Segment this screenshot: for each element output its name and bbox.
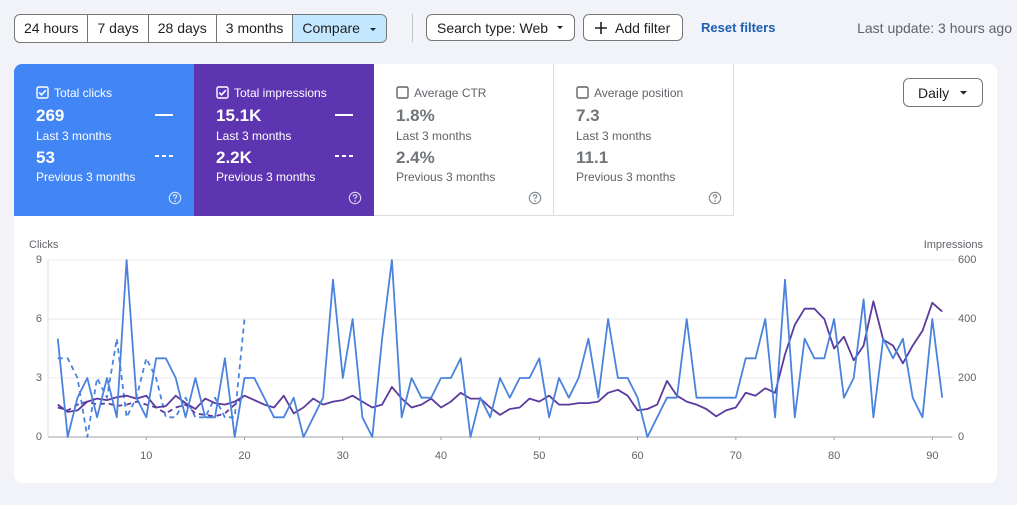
help-circle [168, 191, 182, 205]
granularity-dropdown[interactable]: Daily [903, 78, 983, 107]
checkbox-box [576, 86, 589, 99]
help-glyph [352, 194, 358, 200]
metric-label: Total impressions [234, 86, 327, 100]
date-range-group: 24 hours 7 days 28 days 3 months Compare [14, 14, 387, 43]
reset-filters-link[interactable]: Reset filters [701, 20, 776, 35]
checkbox-check [218, 89, 227, 97]
search-type-button[interactable]: Search type: Web [426, 14, 575, 41]
series-line [57, 318, 246, 438]
y2-tick-label: 600 [958, 254, 976, 266]
checkbox [36, 86, 49, 99]
y2-tick-label: 400 [958, 313, 976, 325]
help-dot [354, 200, 356, 202]
help-dot [534, 200, 536, 202]
y-axis-title: Clicks [29, 239, 59, 251]
metric-tile[interactable]: Total impressions 15.1K Last 3 months 2.2K P… [194, 64, 374, 216]
last-update: Last update: 3 hours ago [857, 20, 1012, 36]
checkbox [216, 86, 229, 99]
metric-previous: 11.1 [576, 148, 609, 167]
checkbox [576, 86, 589, 99]
metric-tile[interactable]: Total clicks 269 Last 3 months 53 Previous 3… [14, 64, 194, 216]
checkbox [396, 86, 409, 99]
metric-tile[interactable]: Average position 7.3 Last 3 months 11.1 Prev… [554, 64, 734, 216]
line-style-legend [155, 114, 173, 157]
x-tick-label: 20 [238, 450, 250, 462]
date-range-button[interactable]: 7 days [88, 15, 149, 42]
add-filter-button[interactable]: Add filter [583, 14, 683, 41]
metric-previous-period: Previous 3 months [216, 170, 316, 184]
dropdown-arrow [960, 90, 967, 94]
date-range-button[interactable]: 28 days [149, 15, 217, 42]
help-circle [348, 191, 362, 205]
compare-label: Compare [302, 20, 360, 36]
date-range-button[interactable]: 3 months [217, 15, 294, 42]
performance-card: Clicks Impressions 0 3 6 9 0 200 400 600 10 20 30 40 5… [14, 64, 997, 483]
compare-button[interactable]: Compare [293, 15, 386, 42]
help-glyph [172, 194, 178, 200]
series-line [57, 300, 943, 418]
help-circle [708, 191, 722, 205]
add-filter-label: Add filter [615, 19, 671, 36]
metric-label: Total clicks [54, 86, 113, 100]
granularity-label: Daily [918, 84, 950, 101]
x-tick-label: 10 [140, 450, 152, 462]
metric-previous-period: Previous 3 months [576, 170, 676, 184]
x-tick-label: 90 [926, 450, 938, 462]
help-circle [528, 191, 542, 205]
metric-current-period: Last 3 months [576, 129, 652, 143]
metric-previous: 2.2K [216, 148, 252, 167]
metric-current-period: Last 3 months [216, 129, 292, 143]
help-glyph [532, 194, 538, 200]
metric-label: Average position [594, 86, 684, 100]
help-icon[interactable] [708, 191, 722, 205]
y2-tick-label: 200 [958, 372, 976, 384]
help-dot [174, 200, 176, 202]
metric-current-period: Last 3 months [36, 129, 112, 143]
y2-axis-title: Impressions [924, 239, 984, 251]
help-glyph [712, 194, 718, 200]
checkbox-check [38, 89, 47, 97]
y2-tick-label: 0 [958, 431, 964, 443]
metric-previous: 53 [36, 148, 55, 167]
divider [412, 14, 413, 42]
x-tick-label: 60 [631, 450, 643, 462]
y-tick-label: 0 [36, 431, 42, 443]
metric-previous: 2.4% [396, 148, 435, 167]
y-tick-label: 9 [36, 254, 42, 266]
metric-current: 269 [36, 106, 65, 125]
help-icon[interactable] [168, 191, 182, 205]
date-range-button[interactable]: 24 hours [15, 15, 89, 42]
metric-previous-period: Previous 3 months [396, 170, 496, 184]
series-line [56, 259, 944, 438]
metric-current: 1.8% [396, 106, 435, 125]
x-tick-label: 70 [730, 450, 742, 462]
dropdown-arrow [369, 27, 376, 31]
checkbox-box [36, 86, 49, 99]
x-tick-label: 80 [828, 450, 840, 462]
checkbox-box [396, 86, 409, 99]
help-dot [714, 200, 716, 202]
metric-current-period: Last 3 months [396, 129, 472, 143]
checkbox-box [216, 86, 229, 99]
help-icon[interactable] [348, 191, 362, 205]
line-style-legend [335, 114, 353, 157]
dropdown-arrow [557, 25, 564, 29]
x-tick-label: 40 [435, 450, 447, 462]
metric-current: 15.1K [216, 106, 262, 125]
metric-tile[interactable]: Average CTR 1.8% Last 3 months 2.4% Previous… [374, 64, 554, 216]
metric-current: 7.3 [576, 106, 600, 125]
plus-icon [595, 21, 607, 34]
help-icon[interactable] [528, 191, 542, 205]
x-tick-label: 30 [337, 450, 349, 462]
metric-previous-period: Previous 3 months [36, 170, 136, 184]
y-tick-label: 3 [36, 372, 42, 384]
x-tick-label: 50 [533, 450, 545, 462]
search-type-label: Search type: Web [437, 19, 549, 36]
y-tick-label: 6 [36, 313, 42, 325]
metric-label: Average CTR [414, 86, 487, 100]
